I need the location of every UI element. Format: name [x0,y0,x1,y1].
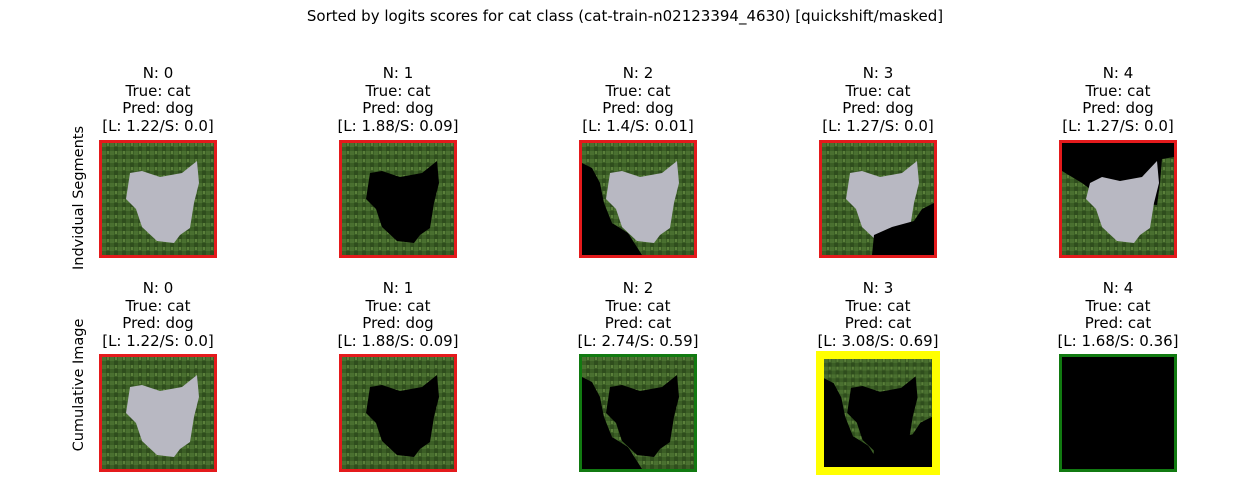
cumulative-thumbnail [579,354,697,472]
cumulative-panel-3: N: 3 True: cat Pred: cat [L: 3.08/S: 0.69] [778,279,978,475]
cumulative-panel-0: N: 0 True: cat Pred: dog [L: 1.22/S: 0.0] [58,279,258,472]
panel-title: N: 2 True: cat Pred: cat [L: 2.74/S: 0.59] [577,279,699,350]
segment-panel-1: N: 1 True: cat Pred: dog [L: 1.88/S: 0.09] [298,64,498,258]
panel-title: N: 4 True: cat Pred: cat [L: 1.68/S: 0.36] [1057,279,1179,350]
panel-title: N: 3 True: cat Pred: dog [L: 1.27/S: 0.0] [822,64,934,135]
cumulative-thumbnail [1059,354,1177,472]
segment-panel-3: N: 3 True: cat Pred: dog [L: 1.27/S: 0.0] [778,64,978,258]
panel-title: N: 3 True: cat Pred: cat [L: 3.08/S: 0.69] [817,279,939,350]
segment-thumbnail [99,140,217,258]
segment-panel-2: N: 2 True: cat Pred: dog [L: 1.4/S: 0.01] [538,64,738,258]
cumulative-panel-1: N: 1 True: cat Pred: dog [L: 1.88/S: 0.09] [298,279,498,472]
segment-thumbnail [819,140,937,258]
figure-title: Sorted by logits scores for cat class (c… [306,7,944,25]
panel-title: N: 0 True: cat Pred: dog [L: 1.22/S: 0.0] [102,279,214,350]
cumulative-thumbnail-best [816,351,940,475]
panel-title: N: 1 True: cat Pred: dog [L: 1.88/S: 0.09] [337,279,459,350]
segment-panel-4: N: 4 True: cat Pred: dog [L: 1.27/S: 0.0] [1018,64,1218,258]
segment-thumbnail [339,140,457,258]
panel-title: N: 1 True: cat Pred: dog [L: 1.88/S: 0.09] [337,64,459,135]
cumulative-panel-2: N: 2 True: cat Pred: cat [L: 2.74/S: 0.59] [538,279,738,472]
segment-panel-0: N: 0 True: cat Pred: dog [L: 1.22/S: 0.0] [58,64,258,258]
cumulative-thumbnail [339,354,457,472]
segment-thumbnail [1059,140,1177,258]
panel-title: N: 4 True: cat Pred: dog [L: 1.27/S: 0.0] [1062,64,1174,135]
panel-title: N: 0 True: cat Pred: dog [L: 1.22/S: 0.0] [102,64,214,135]
cumulative-thumbnail [99,354,217,472]
cumulative-panel-4: N: 4 True: cat Pred: cat [L: 1.68/S: 0.36] [1018,279,1218,472]
panel-title: N: 2 True: cat Pred: dog [L: 1.4/S: 0.01] [582,64,694,135]
segment-thumbnail [579,140,697,258]
